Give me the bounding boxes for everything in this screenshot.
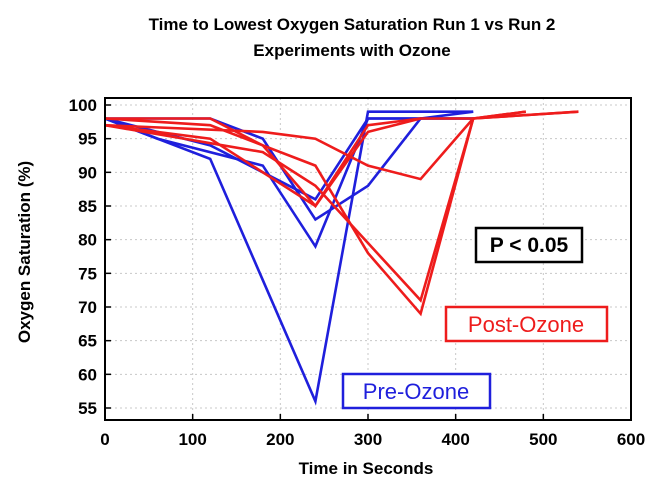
x-tick-label: 100 <box>178 430 206 449</box>
pre-ozone-box <box>341 372 492 410</box>
x-tick-label: 0 <box>100 430 109 449</box>
chart-subtitle: Experiments with Ozone <box>253 41 450 60</box>
plot-frame <box>104 97 632 421</box>
post-ozone-annotation: Post-Ozone <box>444 305 609 343</box>
x-tick-label: 300 <box>354 430 382 449</box>
y-tick-label: 95 <box>78 130 97 149</box>
pvalue-annotation: P < 0.05 <box>474 226 584 264</box>
y-tick-label: 55 <box>78 399 97 418</box>
x-tick-label: 400 <box>441 430 469 449</box>
y-tick-label: 100 <box>69 96 97 115</box>
pre-ozone-annotation: Pre-Ozone <box>341 372 492 410</box>
pre-ozone-series-line-2 <box>104 117 474 250</box>
chart-title: Time to Lowest Oxygen Saturation Run 1 v… <box>149 15 556 34</box>
x-axis-label: Time in Seconds <box>299 459 434 478</box>
y-axis-label: Oxygen Saturation (%) <box>15 161 34 343</box>
pvalue-box <box>474 226 584 264</box>
post-ozone-series-line-8 <box>105 110 579 209</box>
x-tick-label: 600 <box>617 430 645 449</box>
y-tick-label: 85 <box>78 197 97 216</box>
x-tick-label: 500 <box>529 430 557 449</box>
post-ozone-series-line-9 <box>104 117 421 208</box>
pre-ozone-series-line-1 <box>104 110 474 406</box>
y-tick-label: 80 <box>78 231 97 250</box>
pre-ozone-label: Pre-Ozone <box>363 379 469 404</box>
series-lines <box>104 110 579 406</box>
y-tick-label: 65 <box>78 332 97 351</box>
pvalue-text: P < 0.05 <box>490 234 569 257</box>
post-ozone-box <box>444 305 609 343</box>
y-tick-label: 75 <box>78 264 97 283</box>
axis-ticks: 0 100 200 300 400 500 600 55 60 65 70 75 80 85 90 95 100 <box>69 96 646 449</box>
x-tick-label: 200 <box>266 430 294 449</box>
y-tick-label: 90 <box>78 163 97 182</box>
post-ozone-label: Post-Ozone <box>468 312 584 337</box>
y-tick-label: 60 <box>78 365 97 384</box>
y-tick-label: 70 <box>78 298 97 317</box>
